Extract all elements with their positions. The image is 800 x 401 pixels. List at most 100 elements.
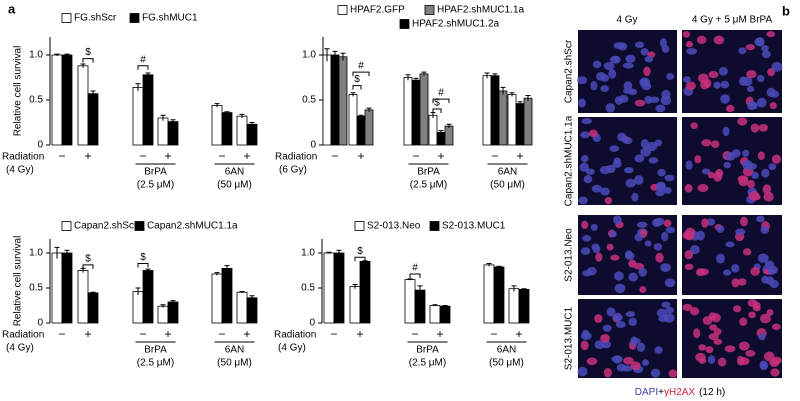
cell-nucleus [713, 338, 723, 345]
cell-nucleus [668, 369, 678, 378]
x-tick-label: − [58, 327, 65, 341]
legend-swatch [429, 221, 440, 231]
x-tick-label: − [139, 149, 146, 163]
treatment-dose: (2.5 μM) [410, 180, 447, 191]
cell-nucleus [581, 220, 589, 230]
cell-nucleus [638, 267, 647, 277]
cell-nucleus [577, 76, 588, 85]
cell-nucleus [617, 132, 627, 142]
legend-swatch [61, 221, 72, 231]
cell-nucleus [705, 346, 714, 354]
error-bar [521, 288, 527, 291]
cell-nucleus [606, 307, 616, 317]
cell-nucleus [686, 47, 698, 55]
cell-nucleus [694, 155, 702, 164]
error-bar [135, 287, 141, 295]
row-label: S2-013.MUC1 [564, 306, 575, 370]
cell-nucleus [720, 80, 730, 89]
cell-nucleus [766, 309, 774, 316]
cell-nucleus [614, 271, 624, 281]
bar [349, 286, 361, 324]
treatment-dose: (2.5 μM) [137, 180, 174, 191]
error-bar [366, 107, 372, 112]
cell-nucleus [661, 44, 670, 53]
cell-nucleus [737, 117, 748, 126]
bar [429, 305, 441, 324]
cell-nucleus [623, 167, 634, 174]
error-bar [160, 114, 166, 121]
cell-nucleus [621, 365, 633, 372]
error-bar [90, 90, 96, 97]
cell-nucleus [690, 245, 700, 255]
cell-nucleus [603, 62, 615, 71]
cell-nucleus [591, 243, 600, 251]
significance-bracket [82, 264, 94, 269]
treatment-dose: (50 μM) [489, 358, 524, 369]
bar [493, 266, 505, 324]
cell-nucleus [751, 171, 759, 180]
significance-bracket [137, 65, 149, 70]
cell-nucleus [717, 357, 727, 367]
error-bar [249, 122, 255, 127]
cell-nucleus [696, 230, 705, 241]
panel-label: a [8, 1, 16, 16]
error-bar [525, 95, 531, 101]
x-tick-label: + [357, 149, 364, 163]
x-tick-label: − [490, 327, 497, 341]
cell-nucleus [682, 30, 691, 38]
treatment-name: 6AN [497, 345, 516, 356]
x-tick-label: + [437, 149, 444, 163]
cell-nucleus [585, 168, 595, 175]
treatment-dose: (50 μM) [490, 180, 525, 191]
cell-nucleus [739, 317, 748, 327]
legend-swatch [354, 221, 365, 231]
bar [482, 75, 492, 146]
cell-nucleus [660, 95, 672, 106]
row-note: (6 Gy) [279, 165, 307, 176]
y-tick-label: 1.0 [29, 50, 43, 61]
cell-nucleus [636, 342, 646, 353]
cell-nucleus [612, 160, 622, 168]
x-tick-label: + [84, 149, 91, 163]
cell-nucleus [684, 249, 694, 260]
cell-nucleus [648, 157, 659, 164]
cell-nucleus [757, 151, 765, 161]
x-tick-label: + [84, 327, 91, 341]
treatment-dose: (2.5 μM) [409, 358, 446, 369]
bar [498, 90, 508, 146]
row-label: Capan2.shScr [564, 39, 575, 103]
cell-nucleus [742, 248, 752, 256]
bar [348, 94, 358, 146]
cell-nucleus [761, 168, 770, 178]
cell-nucleus [771, 61, 783, 72]
cell-nucleus [663, 219, 672, 227]
cell-nucleus [759, 360, 768, 370]
error-bar [135, 83, 141, 91]
bar [330, 54, 340, 146]
x-tick-label: + [436, 327, 443, 341]
legend-swatch [424, 5, 435, 15]
cell-nucleus [769, 279, 779, 289]
significance-bracket [432, 98, 450, 104]
treatment-name: 6AN [225, 345, 244, 356]
error-bar [492, 73, 498, 78]
row-note: (4 Gy) [6, 343, 34, 354]
error-bar [332, 50, 338, 59]
legend-label: S2-013.MUC1 [442, 221, 506, 232]
cell-nucleus [697, 73, 709, 83]
error-bar [64, 249, 70, 256]
cell-nucleus [723, 269, 732, 276]
significance-mark: $ [354, 74, 360, 85]
cell-nucleus [609, 230, 617, 238]
y-tick-label: 0.5 [29, 283, 43, 294]
y-tick-label: 0 [37, 140, 43, 151]
cell-nucleus [655, 104, 666, 113]
bar [77, 270, 89, 324]
significance-mark: $ [140, 252, 146, 263]
treatment-dose: (2.5 μM) [137, 358, 174, 369]
cell-nucleus [697, 268, 709, 276]
cell-nucleus [618, 42, 628, 51]
cell-nucleus [709, 324, 718, 331]
error-bar [509, 92, 515, 97]
